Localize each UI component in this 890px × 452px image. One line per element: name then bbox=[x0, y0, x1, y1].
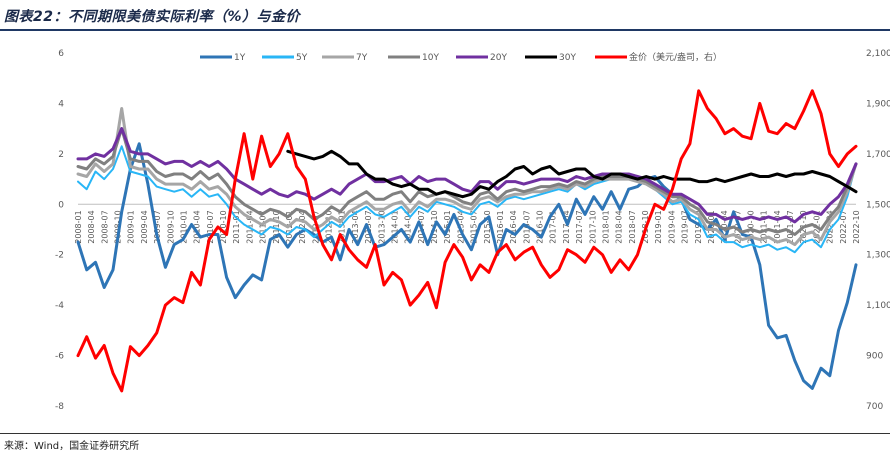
x-axis-tick: 2015-07 bbox=[470, 210, 479, 243]
x-axis-tick: 2008-01 bbox=[74, 210, 83, 243]
x-axis-tick: 2012-04 bbox=[298, 210, 307, 243]
left-axis-tick: -2 bbox=[55, 251, 64, 261]
x-axis-tick: 2021-04 bbox=[773, 210, 782, 243]
x-axis-tick: 2016-04 bbox=[509, 210, 518, 243]
title-divider bbox=[0, 29, 890, 31]
x-axis-tick: 2013-04 bbox=[351, 210, 360, 243]
right-axis-tick: 900 bbox=[866, 352, 883, 362]
right-axis-tick: 1,900 bbox=[866, 99, 890, 109]
x-axis-tick: 2013-01 bbox=[338, 210, 347, 243]
x-axis-tick: 2014-01 bbox=[390, 210, 399, 243]
source-note: 来源：Wind，国金证券研究所 bbox=[4, 441, 140, 452]
x-axis-tick: 2021-07 bbox=[786, 210, 795, 243]
x-axis-tick: 2015-10 bbox=[483, 210, 492, 243]
right-axis-tick: 700 bbox=[866, 402, 883, 412]
legend-label: 20Y bbox=[490, 53, 507, 63]
left-axis-tick: 4 bbox=[58, 99, 64, 109]
legend-item: 10Y bbox=[388, 53, 439, 63]
x-axis-tick: 2010-07 bbox=[206, 210, 215, 243]
x-axis-tick: 2009-04 bbox=[140, 210, 149, 243]
legend-item: 7Y bbox=[322, 53, 368, 63]
x-axis-tick: 2016-10 bbox=[536, 210, 545, 243]
legend-label: 1Y bbox=[234, 53, 246, 63]
legend-item: 20Y bbox=[456, 53, 507, 63]
x-axis-tick: 2022-10 bbox=[852, 210, 861, 243]
series-line- bbox=[76, 89, 858, 393]
x-axis-tick: 2020-07 bbox=[733, 210, 742, 243]
x-axis-tick: 2009-07 bbox=[153, 210, 162, 243]
x-axis-tick: 2021-01 bbox=[760, 210, 769, 243]
left-axis-tick: 0 bbox=[58, 200, 64, 210]
x-axis-tick: 2010-10 bbox=[219, 210, 228, 243]
x-axis-tick: 2018-07 bbox=[628, 210, 637, 243]
legend-label: 5Y bbox=[296, 53, 308, 63]
x-axis-tick: 2017-04 bbox=[562, 210, 571, 243]
left-axis-tick: -6 bbox=[55, 352, 64, 362]
right-axis-tick: 1,300 bbox=[866, 251, 890, 261]
x-axis-tick: 2013-10 bbox=[377, 210, 386, 243]
series-line-20y bbox=[76, 127, 858, 224]
x-axis-tick: 2008-07 bbox=[100, 210, 109, 243]
series-layer bbox=[76, 89, 858, 393]
series-line-30y bbox=[286, 149, 858, 199]
right-axis-tick: 1,100 bbox=[866, 301, 890, 311]
x-axis-tick: 2017-01 bbox=[549, 210, 558, 243]
x-axis-tick: 2011-07 bbox=[259, 210, 268, 243]
legend-item: 1Y bbox=[200, 53, 246, 63]
x-axis-tick: 2014-04 bbox=[404, 210, 413, 243]
legend-label: 7Y bbox=[356, 53, 368, 63]
x-axis-tick: 2017-10 bbox=[588, 210, 597, 243]
left-axis-tick: -8 bbox=[55, 402, 64, 412]
legend-label: 10Y bbox=[422, 53, 439, 63]
x-axis-tick: 2011-10 bbox=[272, 210, 281, 243]
series-line-5y bbox=[77, 145, 857, 254]
chart-title: 图表22：不同期限美债实际利率（%）与金价 bbox=[4, 9, 301, 25]
legend-label: 金价（美元/盎司，右） bbox=[629, 51, 722, 63]
x-axis-tick: 2010-01 bbox=[179, 210, 188, 243]
series-line-7y bbox=[76, 107, 858, 247]
legend-item: 金价（美元/盎司，右） bbox=[595, 51, 722, 63]
left-axis-tick: -4 bbox=[55, 301, 64, 311]
x-axis-tick: 2018-04 bbox=[615, 210, 624, 243]
x-axis-tick: 2010-04 bbox=[193, 210, 202, 243]
right-axis-tick: 1,500 bbox=[866, 200, 890, 210]
left-axis-tick: 6 bbox=[58, 49, 64, 59]
x-axis-tick: 2009-10 bbox=[166, 210, 175, 243]
x-axis-tick: 2019-10 bbox=[694, 210, 703, 243]
source-divider bbox=[0, 433, 890, 434]
x-axis-tick: 2017-07 bbox=[575, 210, 584, 243]
right-axis-tick: 2,100 bbox=[866, 49, 890, 59]
x-axis-tick: 2016-01 bbox=[496, 210, 505, 243]
left-axis-tick: 2 bbox=[58, 150, 64, 160]
x-axis-tick: 2022-04 bbox=[826, 210, 835, 243]
legend-label: 30Y bbox=[559, 53, 576, 63]
x-axis-tick: 2020-10 bbox=[747, 210, 756, 243]
legend-item: 30Y bbox=[525, 53, 576, 63]
x-axis-tick: 2020-04 bbox=[720, 210, 729, 243]
x-axis-tick: 2019-07 bbox=[681, 210, 690, 243]
legend: 1Y 5Y 7Y 10Y 20Y 30Y 金价（美元/盎司，右） bbox=[200, 51, 722, 63]
x-axis-tick: 2011-01 bbox=[232, 210, 241, 243]
x-axis-tick: 2018-01 bbox=[601, 210, 610, 243]
x-axis-tick: 2019-01 bbox=[654, 210, 663, 243]
x-axis-tick: 2022-07 bbox=[839, 210, 848, 243]
x-axis-tick: 2009-01 bbox=[127, 210, 136, 243]
x-axis-tick: 2012-10 bbox=[325, 210, 334, 243]
series-line-10y bbox=[76, 127, 858, 236]
x-axis-tick: 2008-04 bbox=[87, 210, 96, 243]
series-line-1y bbox=[76, 142, 858, 390]
x-axis-tick: 2019-04 bbox=[667, 210, 676, 243]
legend-item: 5Y bbox=[262, 53, 308, 63]
right-axis-tick: 1,700 bbox=[866, 150, 890, 160]
